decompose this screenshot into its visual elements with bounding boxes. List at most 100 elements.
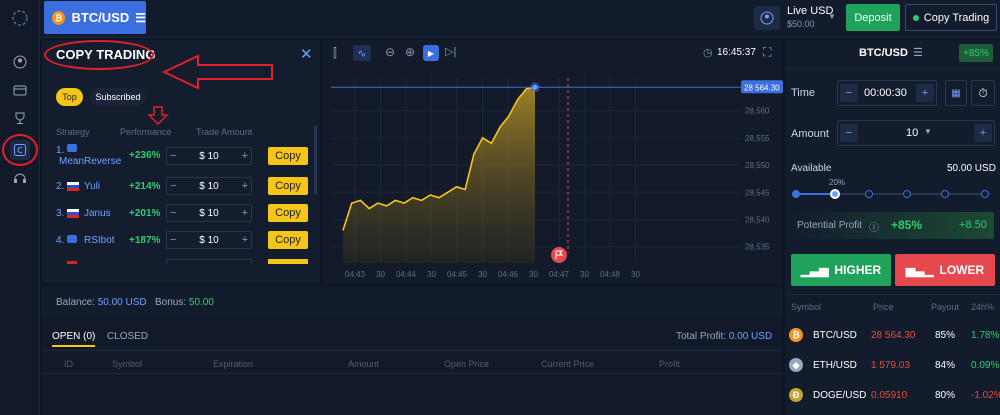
pair-selector-button[interactable]: ₿ BTC/USD ☰: [44, 1, 146, 34]
copy-button[interactable]: Copy: [268, 204, 308, 222]
performance-value: +214%: [129, 181, 161, 192]
amount-stepper[interactable]: − $ 10 +: [166, 231, 252, 249]
col-amount: Amount: [348, 359, 380, 369]
slider-stop[interactable]: [941, 190, 949, 198]
total-profit: Total Profit: 0.00 USD: [676, 331, 772, 342]
time-field[interactable]: − 00:00:30 +: [837, 80, 937, 106]
amount-plus-button[interactable]: +: [974, 124, 992, 142]
price-area: [343, 87, 535, 263]
timer-icon[interactable]: ⏱: [971, 80, 995, 106]
lower-button[interactable]: ▅▃▁ LOWER: [895, 254, 995, 286]
copy-button[interactable]: Copy: [268, 147, 308, 165]
profile-icon[interactable]: [10, 52, 30, 72]
zoom-out-icon[interactable]: ⊖: [385, 45, 396, 59]
amount-stepper[interactable]: − $ 10 +: [166, 204, 252, 222]
current-price-tag: [741, 80, 783, 94]
strategy-name[interactable]: Yuli: [84, 181, 101, 192]
x-tick-label: 30: [631, 270, 640, 279]
time-label: Time: [791, 87, 816, 99]
profit-value: +8.50: [959, 219, 987, 231]
symbol-row[interactable]: ◆ ETH/USD 1 579.03 84% 0.09%: [785, 351, 1000, 379]
strategy-row: 4. RSIbot +187% − $ 10 + Copy: [42, 229, 320, 251]
symbol-row[interactable]: ₿ BTC/USD 28 564.30 85% 1.78%: [785, 321, 1000, 349]
copy-button[interactable]: Copy: [268, 177, 308, 195]
y-tick-label: 28,540: [745, 215, 770, 224]
symbol-row[interactable]: Ð DOGE/USD 0.05910 80% -1.02%: [785, 381, 1000, 409]
chevron-down-icon[interactable]: ▼: [828, 12, 836, 21]
support-icon[interactable]: [10, 168, 30, 188]
lower-label: LOWER: [939, 263, 985, 277]
slider-handle[interactable]: [830, 189, 840, 199]
tab-open[interactable]: OPEN (0): [52, 331, 96, 347]
current-price-dot: [532, 84, 538, 90]
account-balance: $50.00: [787, 19, 815, 29]
price-chart[interactable]: 04:43 30 04:44 30 04:45 30 04:46 30 04:47 30 04:48…: [323, 68, 783, 283]
account-avatar[interactable]: [754, 6, 780, 30]
line-chart-icon[interactable]: ∿: [353, 45, 371, 61]
amount-value: $ 10: [199, 234, 219, 246]
symbol-change: -1.02%: [971, 390, 1000, 401]
time-minus-button[interactable]: −: [840, 84, 858, 102]
tab-top[interactable]: Top: [56, 88, 83, 106]
x-tick-label: 04:43: [345, 270, 366, 279]
slider-stop[interactable]: [865, 190, 873, 198]
balance-value: 50.00 USD: [97, 297, 147, 308]
account-type[interactable]: Live USD: [787, 5, 834, 17]
slider-stop[interactable]: [903, 190, 911, 198]
candles-icon[interactable]: ⫿: [333, 46, 337, 60]
fullscreen-icon[interactable]: ⛶: [763, 45, 772, 59]
amount-slider-track[interactable]: [795, 193, 990, 195]
symbol-name: ETH/USD: [813, 360, 857, 371]
price-line: [342, 86, 536, 231]
flag-glyph: [555, 250, 564, 259]
higher-button[interactable]: ▁▃▅ HIGHER: [791, 254, 891, 286]
bitcoin-icon: ₿: [789, 328, 803, 342]
partial-stepper: [166, 259, 252, 264]
strategy-name[interactable]: MeanReverse: [59, 156, 122, 167]
y-tick-label: 28,545: [745, 188, 770, 197]
skip-end-icon[interactable]: ▷|: [445, 46, 457, 58]
amount-minus-button[interactable]: −: [840, 124, 858, 142]
strategy-name[interactable]: Janus: [84, 208, 111, 219]
slider-stop[interactable]: [792, 190, 800, 198]
menu-icon[interactable]: ☰: [913, 47, 923, 59]
symbol-change: 0.09%: [971, 360, 1000, 371]
scrollbar[interactable]: [314, 125, 317, 195]
strategy-name[interactable]: RSIbot: [84, 235, 115, 246]
wallet-icon[interactable]: [10, 80, 30, 100]
info-icon[interactable]: ⓘ: [869, 223, 879, 234]
calendar-icon[interactable]: ▦: [945, 80, 967, 106]
play-icon[interactable]: ▶: [423, 45, 439, 61]
slider-stop[interactable]: [981, 190, 989, 198]
bitcoin-icon: ₿: [52, 10, 66, 25]
header-change: 24h%: [971, 302, 995, 312]
y-tick-label: 28,555: [745, 134, 770, 143]
tab-subscribed[interactable]: Subscribed: [90, 88, 146, 106]
copy-trading-button[interactable]: Copy Trading: [905, 4, 997, 31]
bonus-label: Bonus:: [154, 297, 187, 308]
robot-icon: [67, 235, 77, 243]
amount-value: $ 10: [199, 150, 219, 162]
trophy-icon[interactable]: [10, 108, 30, 128]
amount-label: Amount: [791, 128, 829, 140]
x-tick-label: 04:44: [396, 270, 417, 279]
time-plus-button[interactable]: +: [916, 84, 934, 102]
symbol-payout: 85%: [935, 330, 956, 341]
symbol-price: 28 564.30: [871, 330, 916, 341]
x-tick-label: 30: [580, 270, 589, 279]
tab-closed[interactable]: CLOSED: [107, 331, 149, 342]
symbol-change: 1.78%: [971, 330, 1000, 341]
amount-stepper[interactable]: − $ 10 +: [166, 177, 252, 195]
chevron-down-icon[interactable]: ▼: [924, 127, 932, 136]
positions-panel: Balance: 50.00 USD Bonus: 50.00 OPEN (0)…: [42, 287, 782, 415]
amount-stepper[interactable]: − $ 10 +: [166, 147, 252, 165]
rank: 3.: [56, 208, 65, 219]
copy-button[interactable]: Copy: [268, 231, 308, 249]
deposit-button[interactable]: Deposit: [846, 4, 900, 31]
zoom-in-icon[interactable]: ⊕: [405, 45, 416, 59]
amount-field[interactable]: − 10 ▼ +: [837, 120, 995, 146]
bonus-value: 50.00: [188, 297, 214, 308]
col-expiration: Expiration: [213, 359, 254, 369]
slovenia-flag-icon: [67, 209, 79, 218]
close-icon[interactable]: ✕: [300, 46, 313, 63]
